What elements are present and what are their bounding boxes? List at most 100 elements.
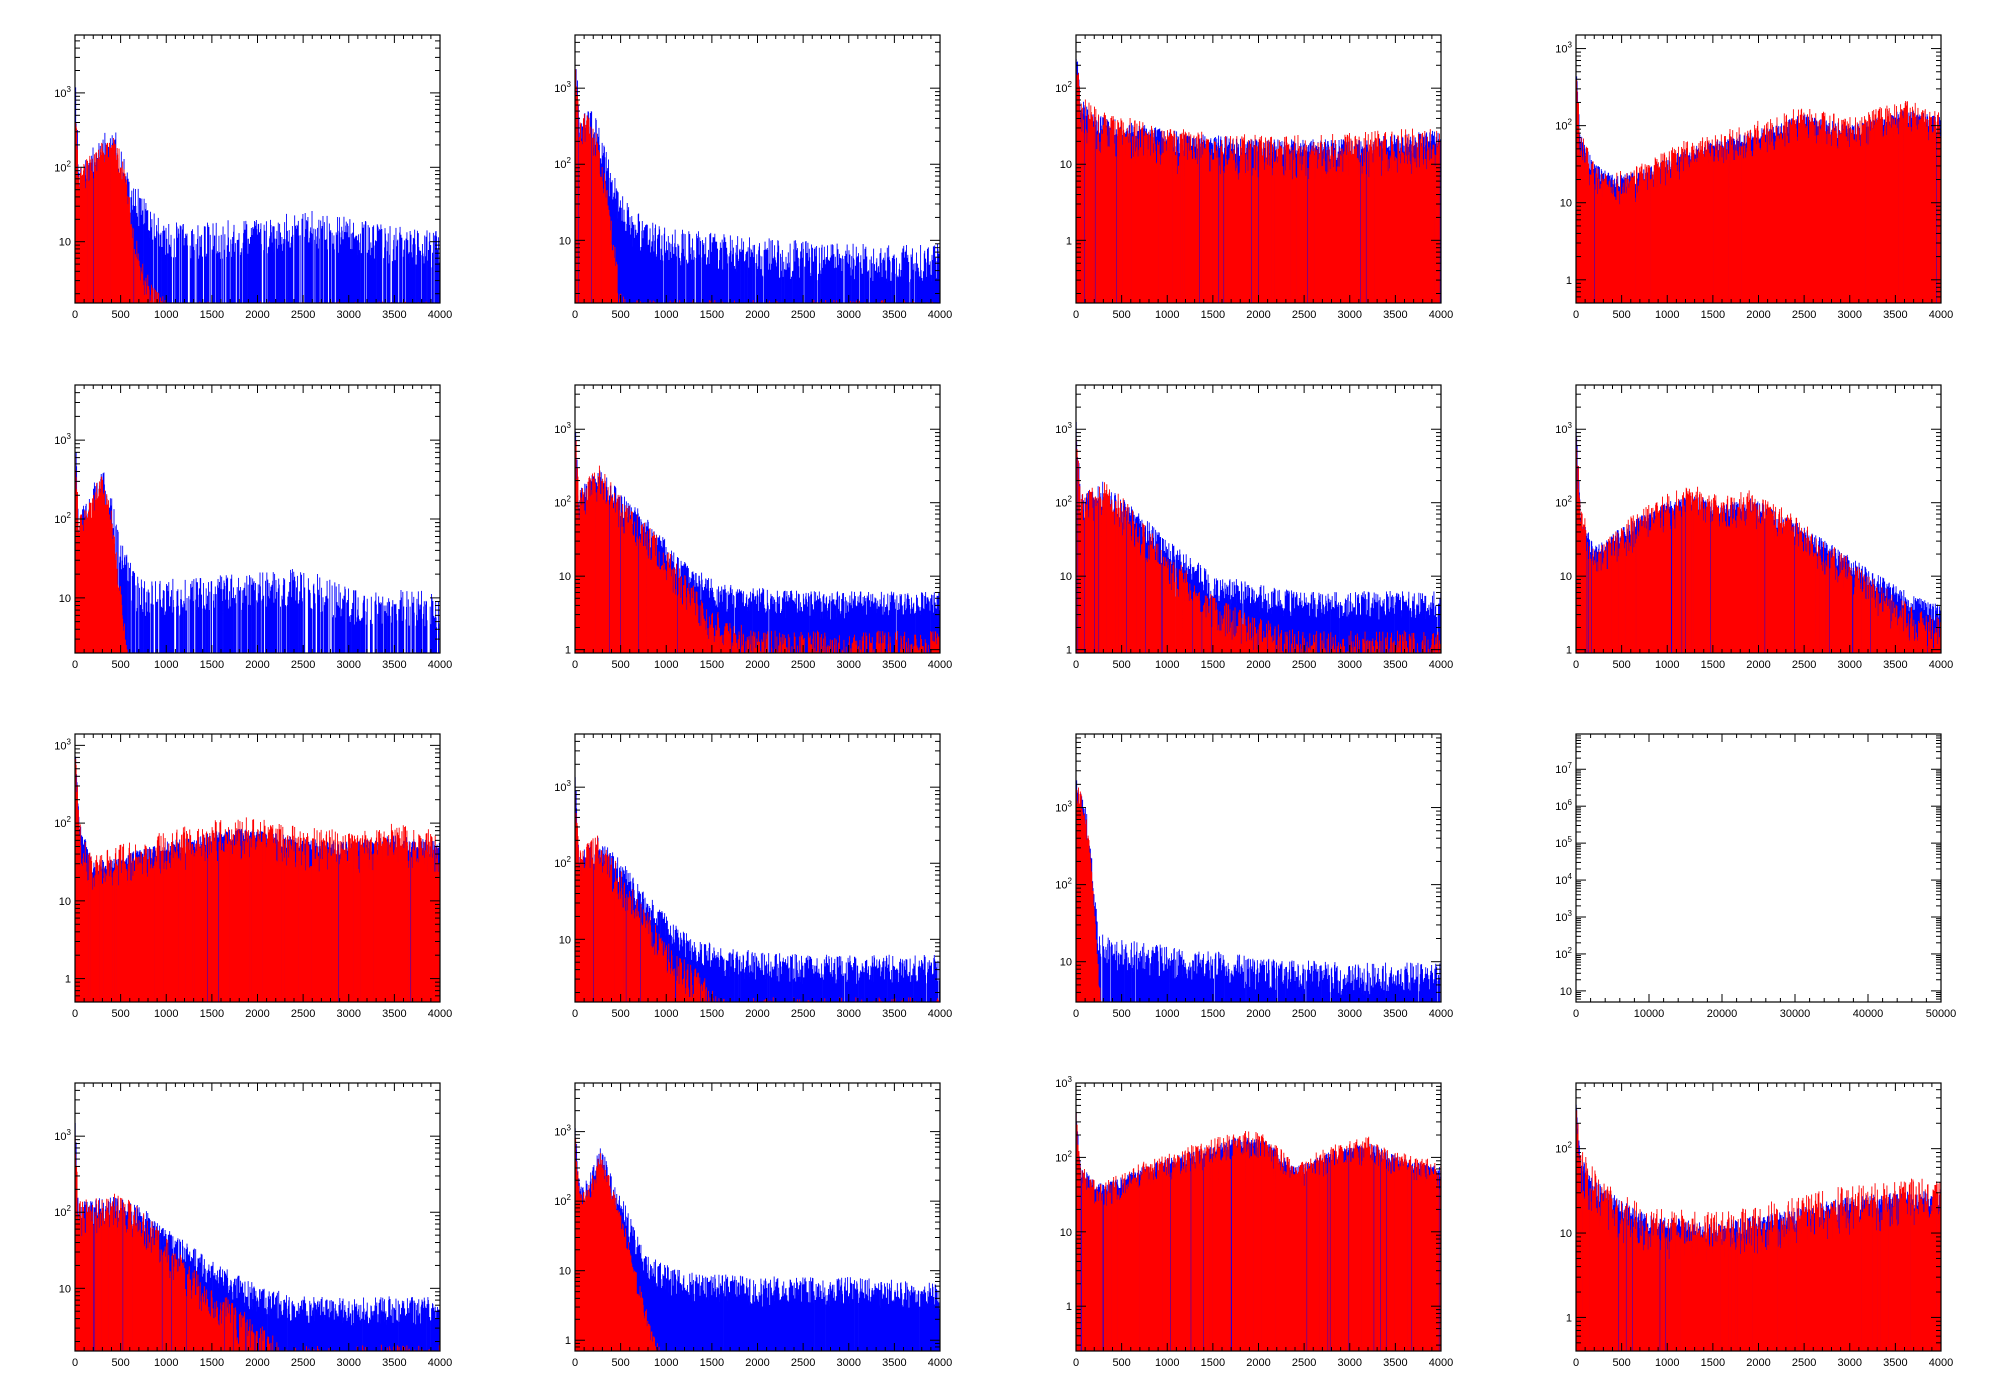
x-tick-label: 1500 xyxy=(1201,1357,1225,1369)
y-tick-exponent: 2 xyxy=(67,1204,72,1213)
y-tick-base: 10 xyxy=(1055,803,1067,815)
y-tick-label: 102 xyxy=(1055,495,1072,510)
y-tick-label: 10 xyxy=(1060,159,1072,171)
x-tick-label: 2500 xyxy=(291,659,315,671)
x-tick-label: 500 xyxy=(611,659,629,671)
x-tick-label: 1000 xyxy=(1655,1357,1679,1369)
x-tick-label: 20000 xyxy=(1707,1008,1738,1020)
x-tick-label: 2500 xyxy=(791,309,815,321)
x-tick-label: 3500 xyxy=(382,1008,406,1020)
y-tick-exponent: 5 xyxy=(1568,835,1573,844)
panel-4: 0 500 1000 1500 2000 2500 3000 3500 400011010210… xyxy=(1555,34,1953,321)
y-tick-base: 10 xyxy=(559,934,571,946)
x-tick-label: 50000 xyxy=(1926,1008,1957,1020)
x-tick-label: 500 xyxy=(111,659,129,671)
x-tick-label: 1500 xyxy=(700,659,724,671)
x-tick-label: 2000 xyxy=(745,659,769,671)
x-tick-label: 500 xyxy=(1612,659,1630,671)
x-tick-label: 10000 xyxy=(1634,1008,1665,1020)
x-tick-label: 3000 xyxy=(1838,1357,1862,1369)
y-tick-label: 10 xyxy=(59,593,71,605)
y-tick-label: 102 xyxy=(554,495,571,510)
y-tick-exponent: 2 xyxy=(1568,118,1573,127)
y-tick-label: 103 xyxy=(54,85,71,100)
y-tick-label: 103 xyxy=(1055,800,1072,815)
x-tick-label: 3500 xyxy=(1383,309,1407,321)
x-tick-label: 4000 xyxy=(428,1008,452,1020)
x-tick-label: 1500 xyxy=(1201,309,1225,321)
y-tick-base: 10 xyxy=(554,424,566,436)
x-tick-label: 2500 xyxy=(1292,1008,1316,1020)
y-tick-label: 1 xyxy=(1066,235,1072,247)
y-tick-label: 10 xyxy=(59,896,71,908)
y-tick-base: 1 xyxy=(565,645,571,657)
y-tick-label: 10 xyxy=(59,237,71,249)
y-tick-exponent: 4 xyxy=(1568,872,1573,881)
x-tick-label: 0 xyxy=(1073,659,1079,671)
x-tick-label: 2000 xyxy=(1246,309,1270,321)
y-tick-label: 10 xyxy=(559,934,571,946)
x-tick-label: 1000 xyxy=(1655,309,1679,321)
x-tick-label: 3500 xyxy=(882,659,906,671)
y-tick-base: 1 xyxy=(65,974,71,986)
x-tick-label: 3500 xyxy=(882,1357,906,1369)
y-tick-base: 10 xyxy=(54,1207,66,1219)
x-tick-label: 0 xyxy=(72,309,78,321)
x-tick-label: 0 xyxy=(1073,1357,1079,1369)
y-tick-base: 10 xyxy=(54,514,66,526)
y-tick-exponent: 2 xyxy=(1068,495,1073,504)
y-tick-label: 10 xyxy=(559,1266,571,1278)
x-tick-label: 1000 xyxy=(654,309,678,321)
x-tick-label: 1500 xyxy=(200,1008,224,1020)
x-tick-label: 2000 xyxy=(245,1357,269,1369)
x-tick-label: 3000 xyxy=(1338,659,1362,671)
y-tick-base: 10 xyxy=(54,818,66,830)
x-tick-label: 0 xyxy=(72,659,78,671)
y-tick-base: 1 xyxy=(1066,235,1072,247)
y-tick-base: 10 xyxy=(1060,1227,1072,1239)
x-tick-label: 0 xyxy=(572,1008,578,1020)
y-tick-label: 102 xyxy=(54,159,71,174)
y-tick-base: 10 xyxy=(59,896,71,908)
y-tick-label: 103 xyxy=(1555,41,1572,56)
x-tick-label: 2000 xyxy=(245,659,269,671)
x-tick-label: 3500 xyxy=(1383,1008,1407,1020)
x-tick-label: 4000 xyxy=(428,309,452,321)
y-tick-label: 1 xyxy=(1066,645,1072,657)
y-tick-exponent: 2 xyxy=(567,1193,572,1202)
x-tick-label: 0 xyxy=(1573,1357,1579,1369)
y-tick-exponent: 3 xyxy=(1568,41,1573,50)
x-tick-label: 1500 xyxy=(200,309,224,321)
x-tick-label: 4000 xyxy=(1429,659,1453,671)
x-tick-label: 1000 xyxy=(154,1008,178,1020)
panel-6: 0 500 1000 1500 2000 2500 3000 3500 400011010210… xyxy=(554,384,952,671)
y-tick-base: 10 xyxy=(554,498,566,510)
x-tick-label: 500 xyxy=(1112,1357,1130,1369)
y-tick-label: 102 xyxy=(1055,1149,1072,1164)
y-tick-exponent: 3 xyxy=(567,1124,572,1133)
x-tick-label: 3000 xyxy=(837,659,861,671)
x-tick-label: 1000 xyxy=(154,309,178,321)
y-tick-label: 10 xyxy=(1060,571,1072,583)
x-tick-label: 2500 xyxy=(1792,659,1816,671)
x-tick-label: 3500 xyxy=(1383,659,1407,671)
x-tick-label: 1500 xyxy=(1701,309,1725,321)
y-tick-exponent: 3 xyxy=(67,1128,72,1137)
x-tick-label: 500 xyxy=(1612,309,1630,321)
y-tick-exponent: 2 xyxy=(67,159,72,168)
x-tick-label: 1000 xyxy=(1155,659,1179,671)
y-tick-base: 1 xyxy=(1566,1312,1572,1324)
y-tick-exponent: 2 xyxy=(67,511,72,520)
x-tick-label: 500 xyxy=(611,309,629,321)
y-tick-label: 102 xyxy=(54,815,71,830)
x-tick-label: 500 xyxy=(1112,1008,1130,1020)
x-tick-label: 1500 xyxy=(1701,659,1725,671)
y-tick-base: 10 xyxy=(1560,986,1572,998)
y-tick-label: 103 xyxy=(554,1124,571,1139)
x-tick-label: 3500 xyxy=(382,659,406,671)
x-tick-label: 2000 xyxy=(745,1008,769,1020)
x-tick-label: 3000 xyxy=(337,1008,361,1020)
